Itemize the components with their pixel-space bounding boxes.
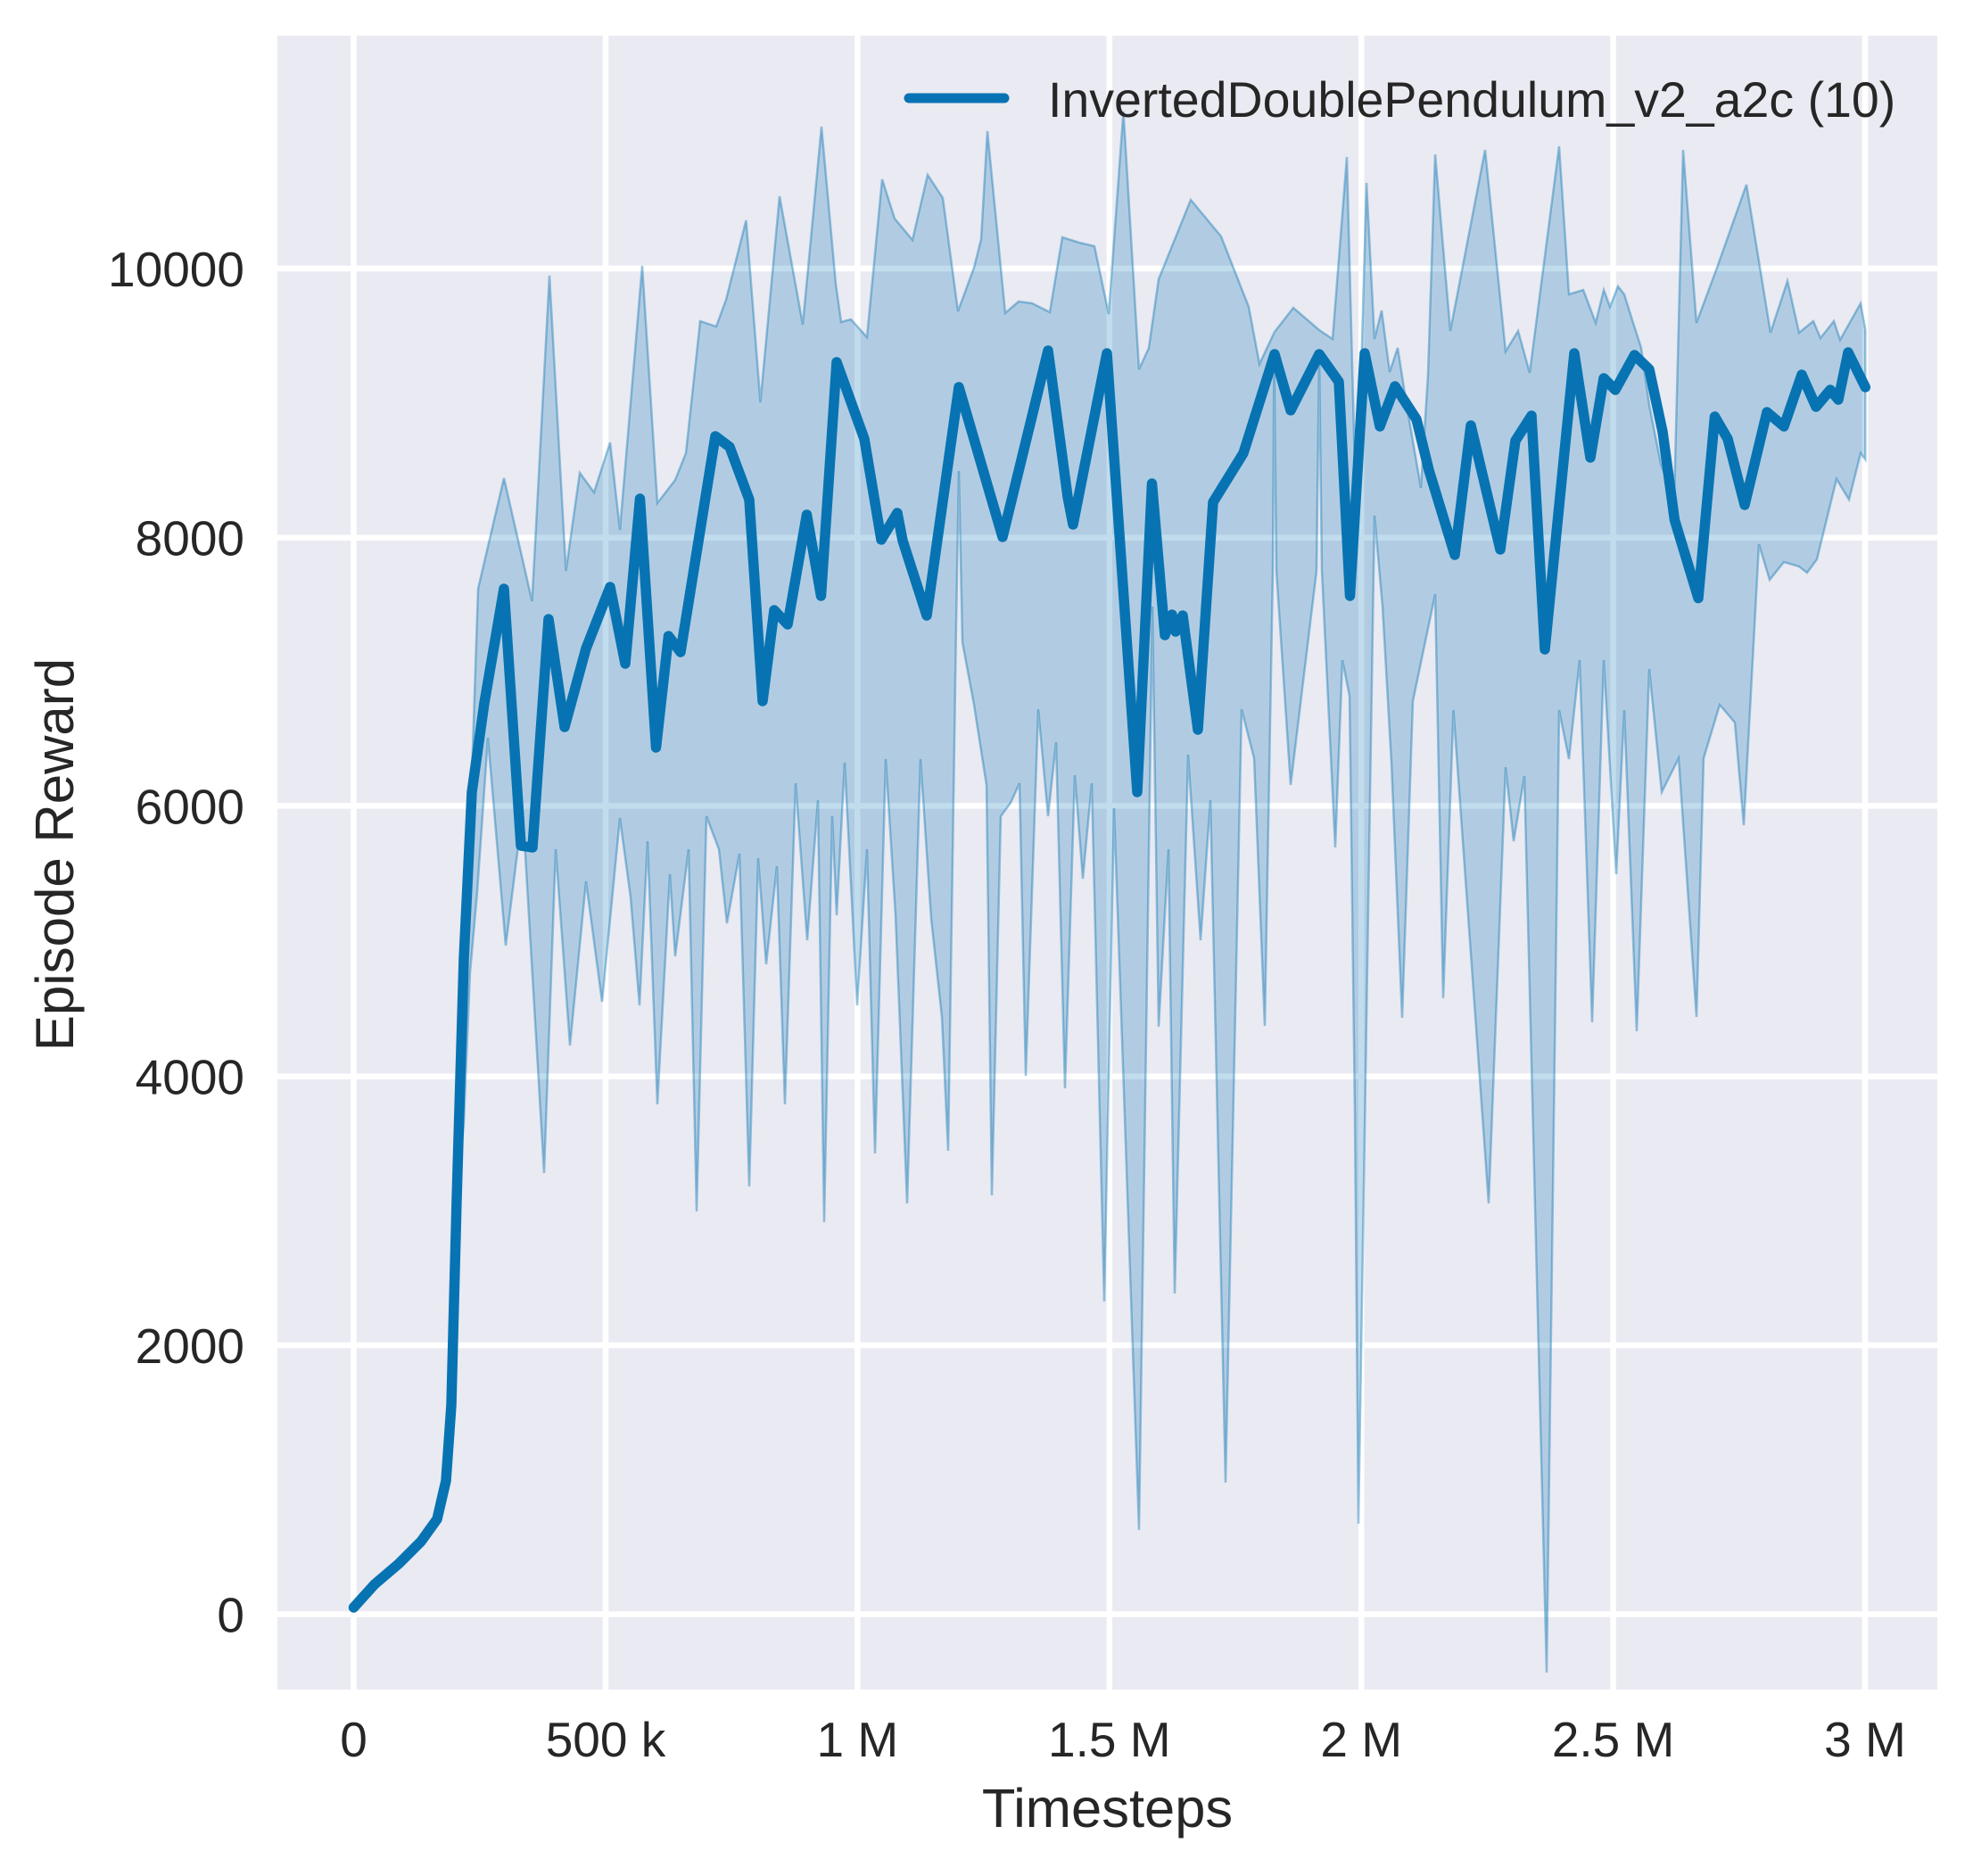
- svg-text:1.5 M: 1.5 M: [1048, 1712, 1171, 1767]
- svg-text:4000: 4000: [136, 1050, 244, 1105]
- svg-text:10000: 10000: [108, 242, 244, 297]
- svg-text:0: 0: [340, 1712, 367, 1767]
- svg-text:8000: 8000: [136, 511, 244, 566]
- svg-text:500 k: 500 k: [546, 1712, 666, 1767]
- svg-text:0: 0: [217, 1588, 244, 1643]
- svg-text:3 M: 3 M: [1824, 1712, 1906, 1767]
- svg-text:Episode Reward: Episode Reward: [25, 658, 85, 1051]
- svg-text:6000: 6000: [136, 779, 244, 834]
- svg-text:InvertedDoublePendulum_v2_a2c: InvertedDoublePendulum_v2_a2c (10): [1048, 72, 1895, 128]
- svg-text:2000: 2000: [136, 1318, 244, 1374]
- svg-text:2 M: 2 M: [1320, 1712, 1402, 1767]
- svg-text:Timesteps: Timesteps: [982, 1778, 1233, 1839]
- svg-text:2.5 M: 2.5 M: [1552, 1712, 1675, 1767]
- svg-text:1 M: 1 M: [816, 1712, 898, 1767]
